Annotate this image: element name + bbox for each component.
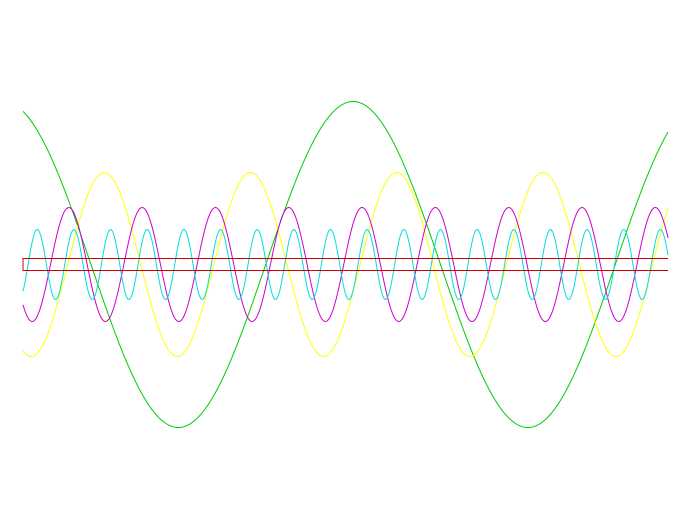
series-line-3 [22,206,669,323]
series-layer [22,100,669,429]
series-line-4 [22,228,669,301]
series-line-2 [22,171,669,358]
series-line-1 [22,100,669,429]
series-line-5 [22,258,668,271]
